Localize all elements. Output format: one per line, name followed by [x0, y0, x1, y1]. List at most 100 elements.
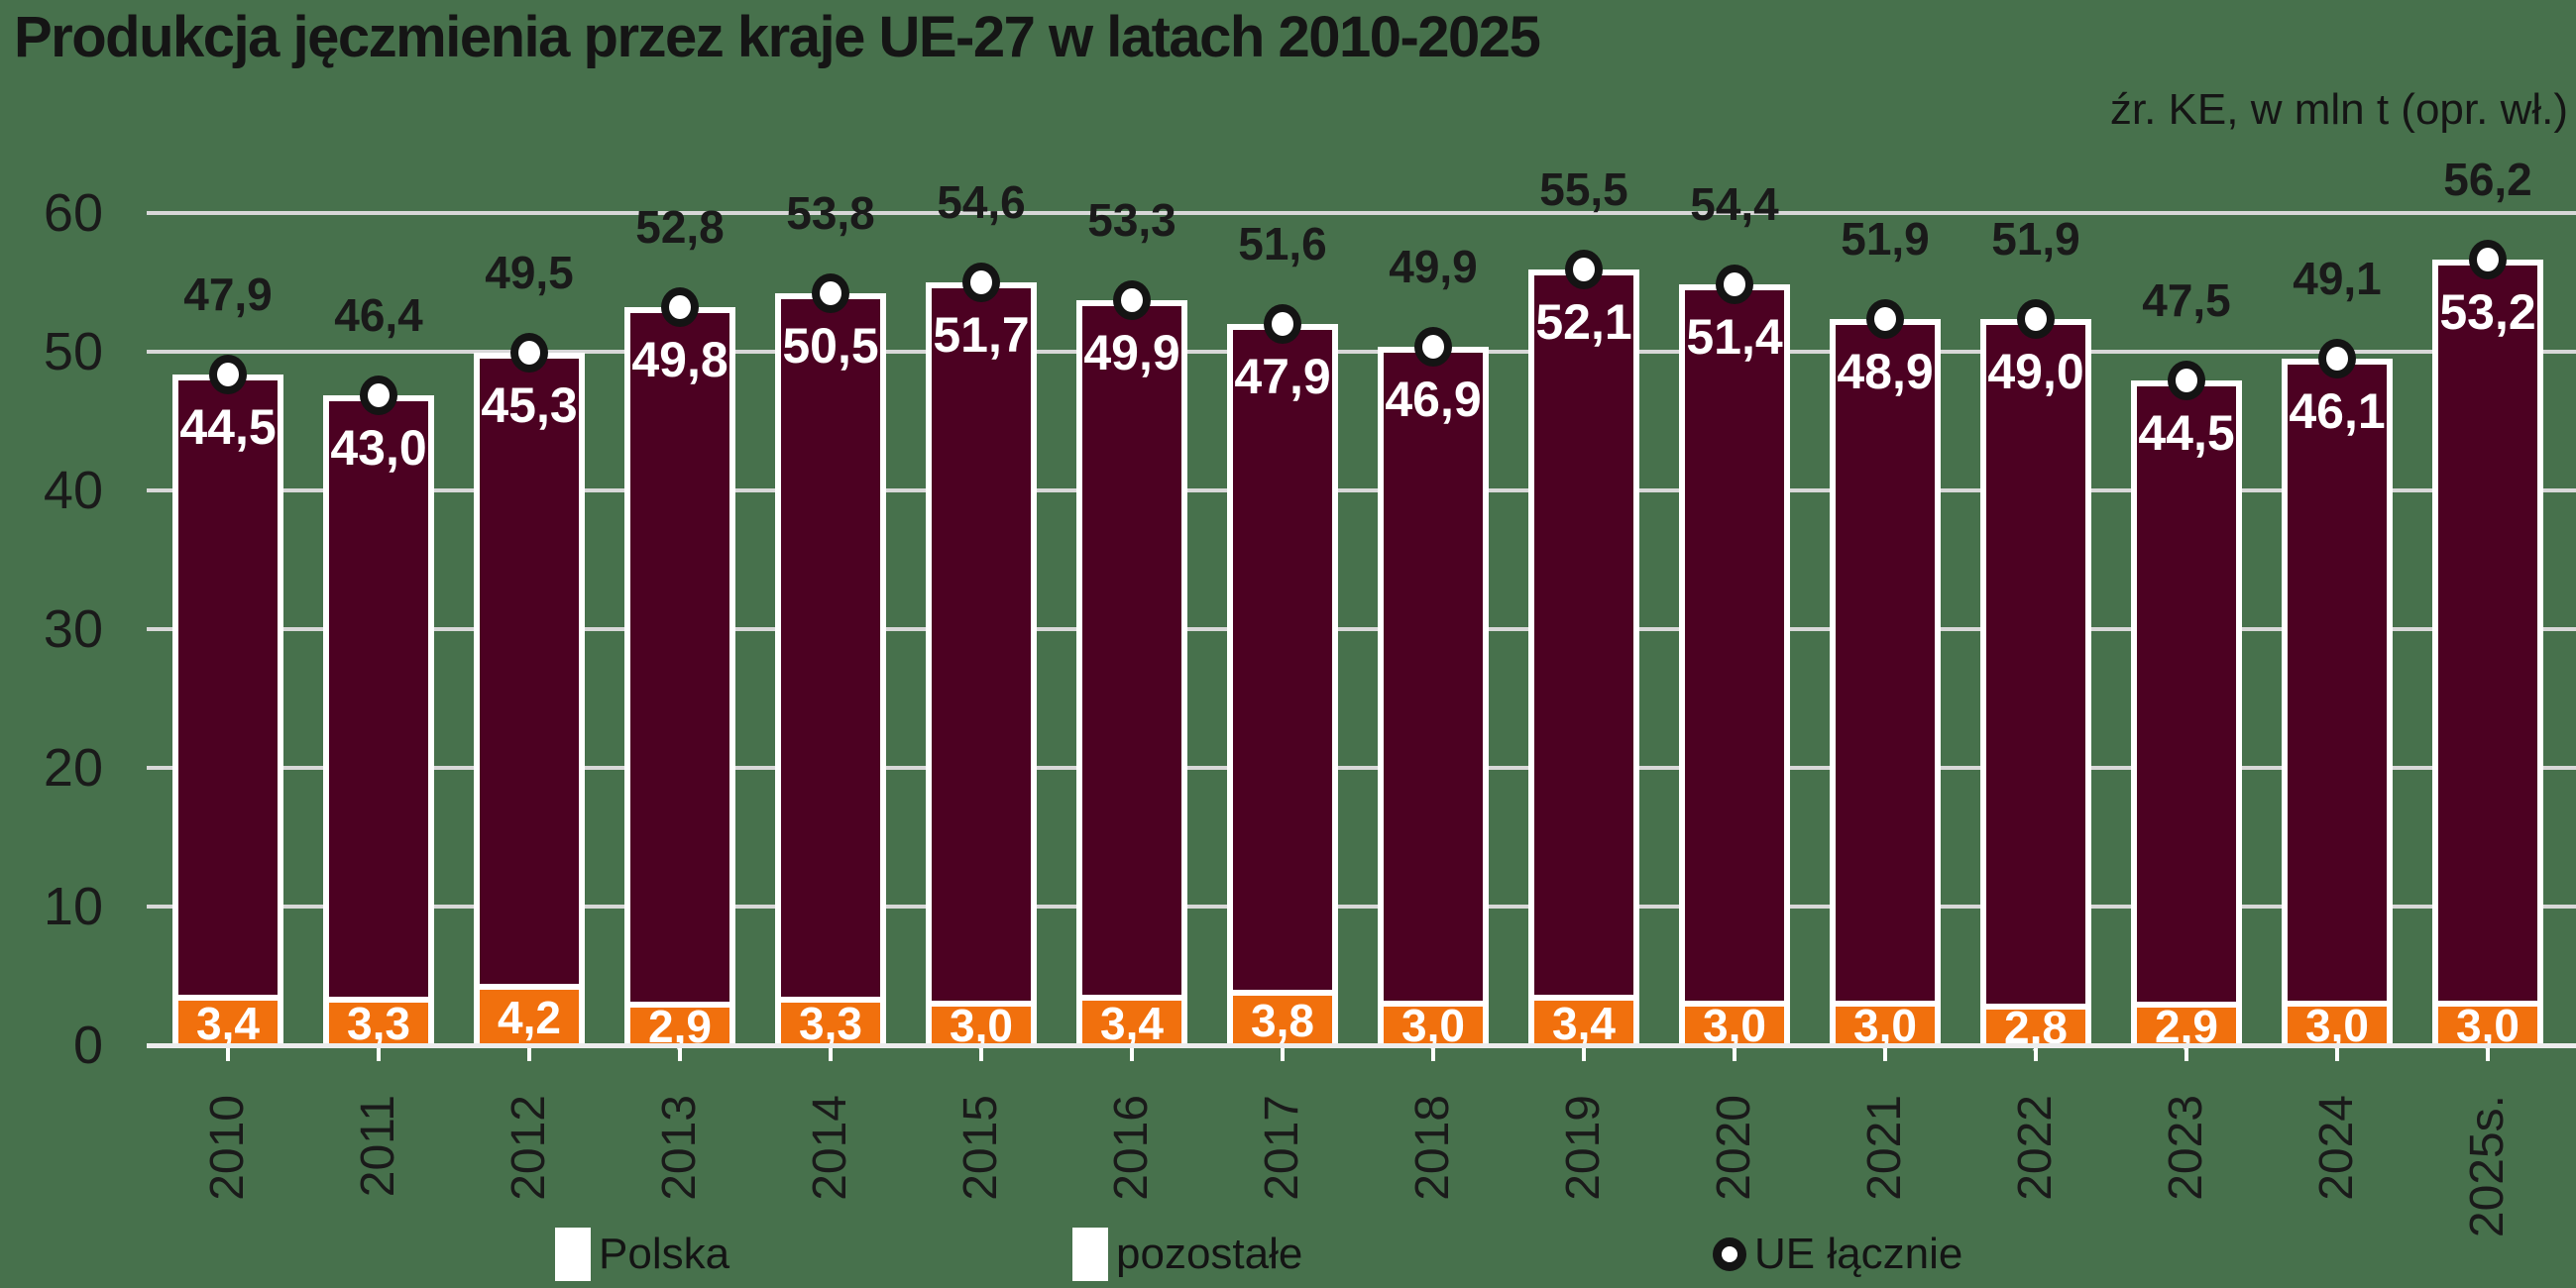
x-axis-tick [1431, 1048, 1435, 1061]
ue-total-marker [1414, 327, 1452, 368]
ue-total-marker-icon [1713, 1237, 1746, 1271]
x-axis-tick [1733, 1048, 1736, 1061]
bar-segment-polska: 3,4 [1534, 997, 1633, 1049]
legend-label-polska: Polska [599, 1230, 730, 1278]
bar-segment-polska: 3,0 [1836, 1000, 1935, 1052]
ue-total-marker [360, 376, 397, 416]
polska-value-label: 3,4 [1552, 997, 1616, 1049]
bar-segment-pozostale [1233, 329, 1332, 990]
y-axis-tick-label: 50 [43, 322, 103, 381]
total-value-label: 53,3 [1087, 193, 1176, 246]
x-axis-tick [1883, 1048, 1887, 1061]
pozostale-value-label: 46,1 [2289, 382, 2386, 439]
bar: 3,0 [2432, 260, 2543, 1052]
bar-segment-polska: 3,0 [932, 1000, 1031, 1052]
bar: 4,2 [474, 353, 585, 1045]
pozostale-value-label: 51,4 [1686, 309, 1783, 366]
polska-value-label: 3,3 [347, 998, 410, 1050]
ue-total-marker [1113, 279, 1151, 320]
legend-label-ue-lacznie: UE łącznie [1754, 1230, 1963, 1278]
y-axis-tick-label: 60 [43, 183, 103, 243]
bar-segment-polska: 3,0 [1384, 1000, 1483, 1052]
total-value-label: 49,1 [2293, 252, 2382, 304]
ue-total-marker [2469, 240, 2507, 280]
legend-item-polska: Polska [555, 1225, 729, 1284]
y-axis-tick-label: 0 [72, 1016, 103, 1075]
polska-value-label: 2,8 [2004, 1001, 2068, 1053]
legend-label-pozostale: pozostałe [1116, 1230, 1303, 1278]
bar-segment-polska: 3,0 [2288, 1003, 2387, 1048]
bar: 3,0 [1830, 319, 1941, 1052]
pozostale-value-label: 48,9 [1837, 344, 1934, 400]
bar: 3,3 [323, 395, 434, 1050]
y-axis-tick-label: 20 [43, 738, 103, 798]
bar: 3,8 [1227, 323, 1338, 1045]
bar-segment-pozostale [1384, 353, 1483, 1001]
gridline [147, 905, 2576, 909]
ue-total-marker [2017, 299, 2055, 340]
bar-segment-polska: 2,8 [1986, 1001, 2085, 1053]
polska-value-label: 3,0 [950, 1000, 1013, 1052]
x-axis-tick [377, 1048, 381, 1061]
bar-segment-pozostale [1534, 275, 1633, 996]
polska-value-label: 3,4 [196, 997, 260, 1049]
legend-swatch-polska [555, 1228, 591, 1281]
bar-segment-polska: 4,2 [480, 990, 579, 1045]
bar-segment-pozostale [2137, 386, 2236, 1003]
bar: 3,3 [775, 292, 886, 1050]
bar-segment-polska: 3,8 [1233, 995, 1332, 1045]
total-value-label: 51,6 [1238, 217, 1327, 269]
x-axis-tick [1130, 1048, 1134, 1061]
bar: 3,0 [926, 281, 1037, 1052]
x-axis-tick [527, 1048, 531, 1061]
legend-item-pozostale: pozostałe [1072, 1225, 1302, 1284]
polska-value-label: 3,0 [1401, 1000, 1465, 1052]
ue-total-marker [1264, 303, 1301, 344]
legend-item-ue-lacznie: UE łącznie [1713, 1225, 1962, 1284]
pozostale-value-label: 44,5 [2138, 405, 2235, 461]
gridline [147, 766, 2576, 770]
gridline [147, 488, 2576, 492]
y-axis-tick-label: 30 [43, 599, 103, 659]
total-value-label: 52,8 [635, 200, 725, 253]
bar: 3,4 [1528, 269, 1639, 1049]
bar: 3,4 [1076, 299, 1187, 1049]
bar-segment-polska: 3,3 [329, 998, 428, 1050]
x-axis-line [147, 1043, 2576, 1048]
polska-value-label: 3,0 [1853, 1000, 1917, 1052]
polska-value-label: 3,3 [799, 998, 862, 1050]
ue-total-marker [661, 286, 699, 327]
ue-total-marker [1866, 299, 1904, 340]
x-axis-tick [1582, 1048, 1586, 1061]
total-value-label: 51,9 [1991, 213, 2080, 266]
total-value-label: 47,9 [183, 268, 273, 321]
pozostale-value-label: 46,9 [1385, 372, 1482, 428]
bar-segment-pozostale [1082, 305, 1181, 996]
ue-total-marker [1716, 265, 1753, 305]
bar-segment-pozostale [1685, 290, 1784, 1001]
total-value-label: 53,8 [786, 186, 875, 239]
x-axis-tick [829, 1048, 833, 1061]
x-axis-tick [979, 1048, 983, 1061]
pozostale-value-label: 49,8 [631, 331, 728, 387]
y-axis-tick-label: 40 [43, 461, 103, 520]
bar-segment-pozostale [2438, 266, 2537, 1001]
pozostale-value-label: 53,2 [2439, 284, 2536, 341]
total-value-label: 49,9 [1389, 241, 1478, 293]
total-value-label: 55,5 [1539, 163, 1628, 215]
polska-value-label: 3,0 [1703, 1000, 1766, 1052]
ue-total-marker [962, 262, 1000, 302]
polska-value-label: 2,9 [648, 1001, 712, 1053]
bar-segment-pozostale [329, 401, 428, 997]
x-axis-tick [226, 1048, 230, 1061]
bar: 2,8 [1980, 319, 2091, 1053]
ue-total-marker [812, 272, 849, 313]
total-value-label: 47,5 [2142, 274, 2231, 326]
bar: 3,0 [1679, 284, 1790, 1052]
total-value-label: 54,4 [1690, 178, 1779, 231]
polska-value-label: 3,4 [1100, 997, 1164, 1049]
polska-value-label: 3,0 [2456, 1000, 2520, 1052]
total-value-label: 51,9 [1841, 213, 1930, 266]
